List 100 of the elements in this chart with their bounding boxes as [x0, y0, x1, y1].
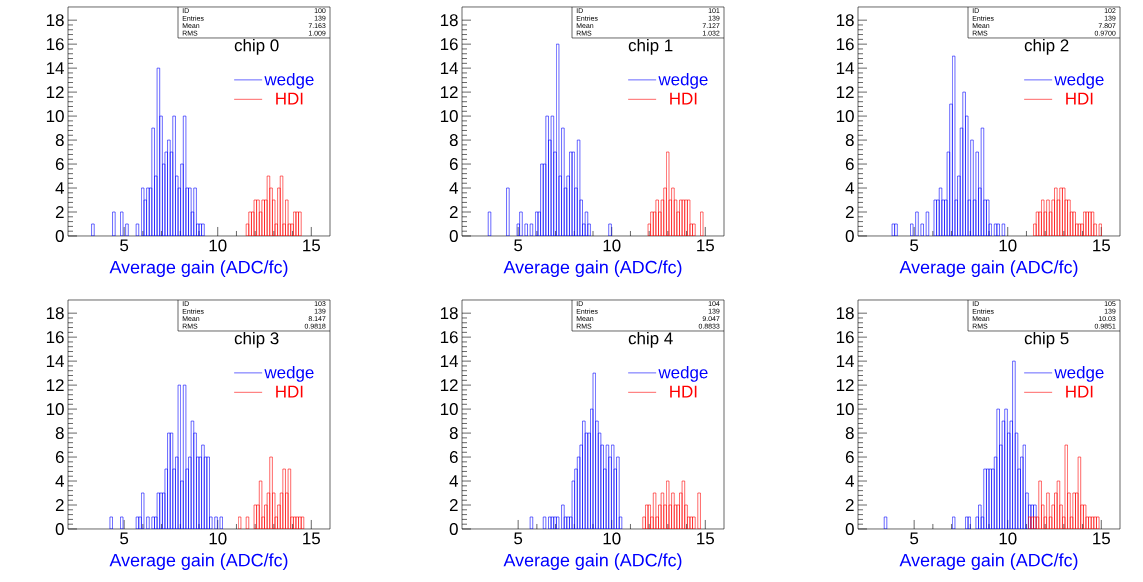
- x-axis-title: Average gain (ADC/fc): [109, 553, 288, 571]
- y-tick-label: 2: [449, 206, 458, 218]
- y-tick-label: 18: [836, 307, 854, 320]
- y-tick-label: 12: [440, 86, 458, 99]
- legend-label: HDI: [1066, 92, 1093, 105]
- y-tick-label: 14: [440, 355, 458, 367]
- legend-label: wedge: [658, 73, 708, 89]
- legend-label: wedge: [264, 366, 314, 382]
- x-axis-title: Average gain (ADC/fc): [899, 260, 1078, 278]
- y-tick-label: 18: [440, 14, 458, 27]
- y-tick-label: 12: [836, 379, 854, 392]
- x-tick-label: 10: [209, 239, 227, 252]
- y-tick-label: 10: [440, 110, 458, 123]
- y-tick-label: 14: [440, 62, 458, 74]
- y-tick-label: 0: [449, 522, 458, 535]
- y-tick-label: 4: [55, 182, 64, 194]
- x-tick-label: 15: [697, 532, 714, 545]
- y-tick-label: 12: [46, 86, 64, 99]
- y-tick-label: 14: [836, 62, 854, 74]
- y-tick-label: 4: [845, 182, 854, 194]
- y-tick-label: 0: [55, 522, 64, 535]
- y-tick-label: 8: [845, 134, 854, 147]
- y-tick-label: 6: [449, 451, 458, 464]
- x-tick-label: 5: [120, 239, 129, 252]
- y-tick-label: 4: [449, 475, 458, 487]
- y-tick-label: 4: [449, 182, 458, 194]
- y-tick-label: 14: [46, 355, 64, 367]
- text: chip 0: [234, 38, 279, 55]
- x-tick-label: 10: [209, 532, 227, 545]
- legend-label: HDI: [670, 92, 697, 105]
- x-tick-label: 5: [910, 532, 919, 545]
- x-tick-label: 15: [303, 532, 320, 545]
- x-axis-title: Average gain (ADC/fc): [109, 260, 288, 278]
- y-tick-label: 12: [440, 379, 458, 392]
- y-tick-label: 0: [845, 522, 854, 535]
- x-tick-label: 5: [120, 532, 129, 545]
- y-tick-label: 14: [836, 355, 854, 367]
- y-tick-label: 4: [55, 475, 64, 487]
- y-tick-label: 14: [46, 62, 64, 74]
- x-axis-title: Average gain (ADC/fc): [899, 553, 1078, 571]
- x-tick-label: 10: [999, 239, 1017, 252]
- x-axis-title: Average gain (ADC/fc): [503, 553, 682, 571]
- y-tick-label: 10: [46, 110, 64, 123]
- text: chip 3: [234, 331, 279, 348]
- y-tick-label: 10: [836, 110, 854, 123]
- legend-label: HDI: [276, 385, 303, 398]
- x-axis-title: Average gain (ADC/fc): [503, 260, 682, 278]
- y-tick-label: 16: [440, 38, 458, 51]
- x-tick-label: 15: [697, 239, 714, 252]
- legend-label: wedge: [658, 366, 708, 382]
- y-tick-label: 8: [55, 134, 64, 147]
- x-tick-label: 5: [910, 239, 919, 252]
- legend-label: HDI: [1066, 385, 1093, 398]
- y-tick-label: 18: [440, 307, 458, 320]
- y-tick-label: 6: [55, 451, 64, 464]
- y-tick-label: 2: [845, 206, 854, 218]
- y-tick-label: 10: [46, 403, 64, 416]
- x-tick-label: 10: [603, 239, 621, 252]
- y-tick-label: 16: [46, 331, 64, 344]
- y-tick-label: 6: [845, 451, 854, 464]
- y-tick-label: 2: [449, 499, 458, 511]
- y-tick-label: 18: [836, 14, 854, 27]
- y-tick-label: 12: [46, 379, 64, 392]
- y-tick-label: 2: [55, 206, 64, 218]
- y-tick-label: 8: [449, 134, 458, 147]
- y-tick-label: 12: [836, 86, 854, 99]
- y-tick-label: 4: [845, 475, 854, 487]
- y-tick-label: 2: [845, 499, 854, 511]
- y-tick-label: 0: [449, 229, 458, 242]
- y-tick-label: 6: [845, 158, 854, 171]
- x-tick-label: 15: [1093, 239, 1110, 252]
- text: chip 5: [1024, 331, 1069, 348]
- x-tick-label: 15: [1093, 532, 1110, 545]
- x-tick-label: 10: [603, 532, 621, 545]
- y-tick-label: 2: [55, 499, 64, 511]
- y-tick-label: 6: [55, 158, 64, 171]
- y-tick-label: 10: [440, 403, 458, 416]
- legend-label: HDI: [276, 92, 303, 105]
- text: chip 4: [628, 331, 673, 348]
- legend-label: wedge: [264, 73, 314, 89]
- y-tick-label: 0: [55, 229, 64, 242]
- y-tick-label: 8: [845, 427, 854, 440]
- y-tick-label: 18: [46, 307, 64, 320]
- y-tick-label: 16: [440, 331, 458, 344]
- text: chip 1: [628, 38, 673, 55]
- y-tick-label: 8: [55, 427, 64, 440]
- legend-label: wedge: [1054, 73, 1104, 89]
- x-tick-label: 5: [514, 239, 523, 252]
- text: chip 2: [1024, 38, 1069, 55]
- y-tick-label: 16: [836, 38, 854, 51]
- y-tick-label: 16: [836, 331, 854, 344]
- x-tick-label: 15: [303, 239, 320, 252]
- legend-label: wedge: [1054, 366, 1104, 382]
- y-tick-label: 16: [46, 38, 64, 51]
- y-tick-label: 10: [836, 403, 854, 416]
- y-tick-label: 8: [449, 427, 458, 440]
- legend-label: HDI: [670, 385, 697, 398]
- x-tick-label: 5: [514, 532, 523, 545]
- y-tick-label: 18: [46, 14, 64, 27]
- y-tick-label: 6: [449, 158, 458, 171]
